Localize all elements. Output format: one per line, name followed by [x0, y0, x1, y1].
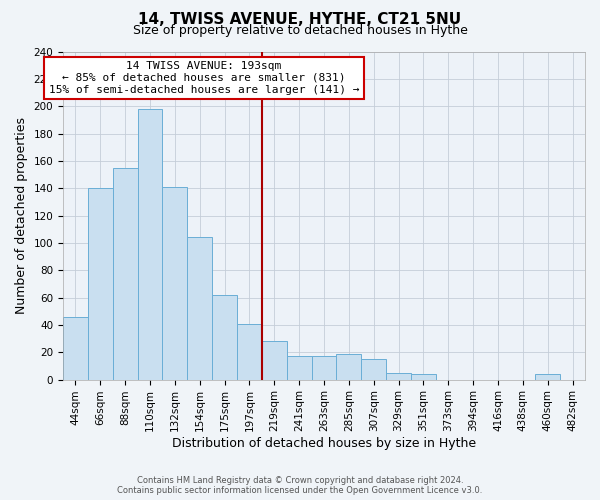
Text: Size of property relative to detached houses in Hythe: Size of property relative to detached ho… [133, 24, 467, 37]
Bar [63, 316, 88, 380]
X-axis label: Distribution of detached houses by size in Hythe: Distribution of detached houses by size … [172, 437, 476, 450]
Text: 14 TWISS AVENUE: 193sqm
← 85% of detached houses are smaller (831)
15% of semi-d: 14 TWISS AVENUE: 193sqm ← 85% of detache… [49, 62, 359, 94]
Bar [262, 342, 287, 380]
Y-axis label: Number of detached properties: Number of detached properties [15, 117, 28, 314]
Bar [411, 374, 436, 380]
Bar [187, 238, 212, 380]
Bar [237, 324, 262, 380]
Bar [361, 359, 386, 380]
Text: 14, TWISS AVENUE, HYTHE, CT21 5NU: 14, TWISS AVENUE, HYTHE, CT21 5NU [139, 12, 461, 28]
Bar [137, 109, 163, 380]
Bar [337, 354, 361, 380]
Bar [311, 356, 337, 380]
Bar [535, 374, 560, 380]
Bar [113, 168, 137, 380]
Bar [88, 188, 113, 380]
Bar [163, 187, 187, 380]
Text: Contains HM Land Registry data © Crown copyright and database right 2024.
Contai: Contains HM Land Registry data © Crown c… [118, 476, 482, 495]
Bar [287, 356, 311, 380]
Bar [212, 295, 237, 380]
Bar [386, 373, 411, 380]
